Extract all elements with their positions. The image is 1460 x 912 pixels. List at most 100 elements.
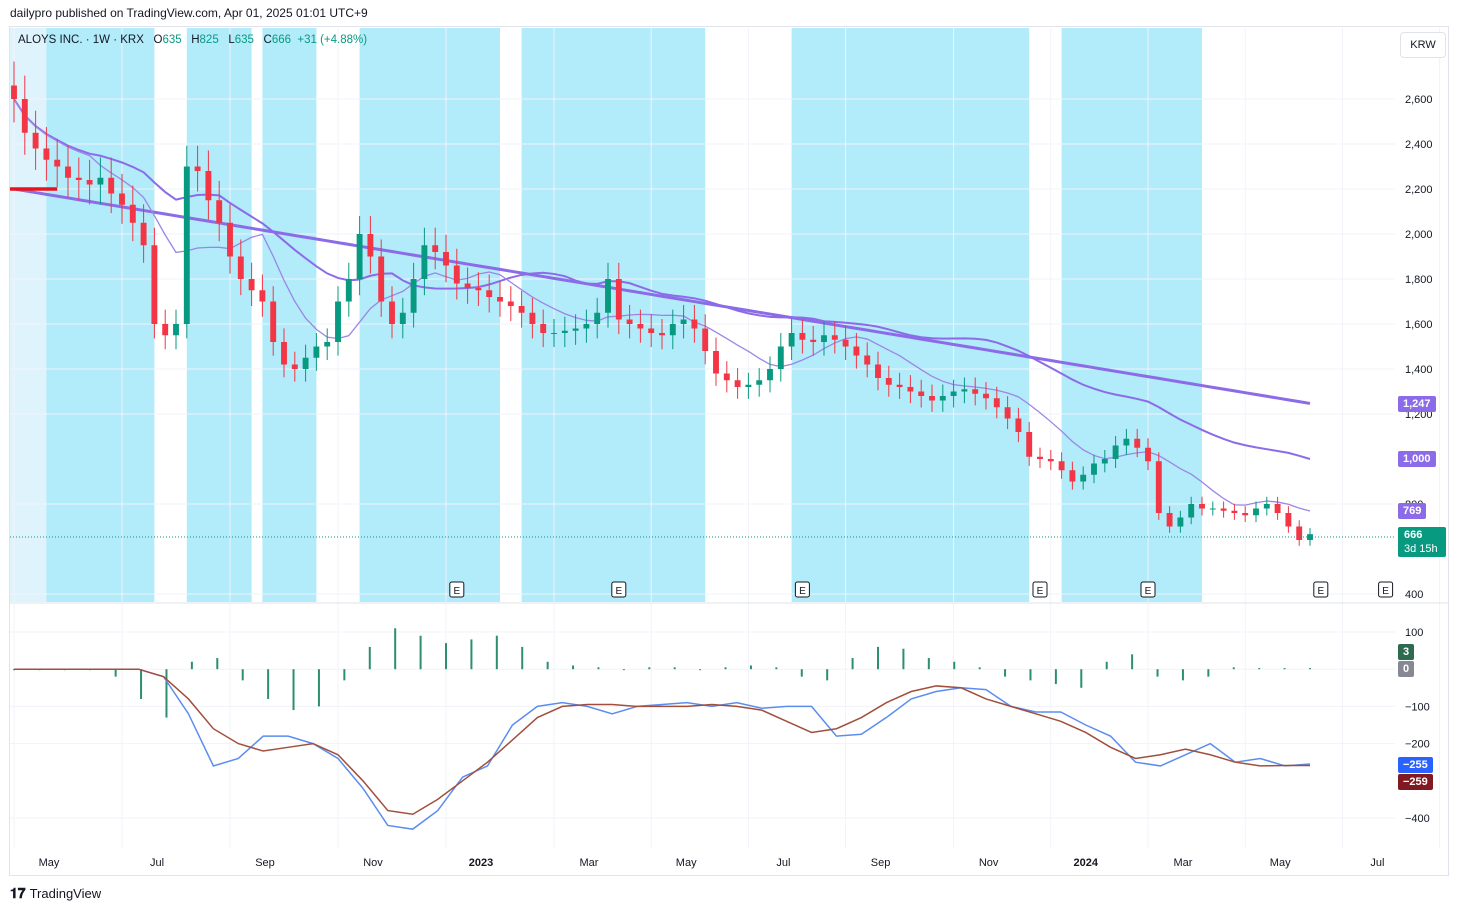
candle-body [1242,513,1249,516]
candle-body [777,346,784,369]
earnings-marker [1140,581,1156,598]
candle-body [702,328,709,351]
legend-open-label: O [153,34,163,46]
candle-body [216,200,223,223]
candle-body [194,166,201,171]
earnings-marker [1378,581,1394,598]
candle-body [691,319,698,329]
candle-body [929,396,935,401]
earnings-marker-label: E [799,586,806,597]
candle-body [367,234,374,257]
candle-body [281,342,287,365]
time-axis-label: Mar [1174,857,1193,869]
macd-histogram-bar [546,661,549,670]
tradingview-logo[interactable]: 𝟏𝟕 TradingView [10,885,101,902]
candle-body [453,265,460,284]
earnings-marker-label: E [1145,586,1152,597]
macd-histogram-bar [241,669,244,681]
candle-body [745,384,752,387]
candle-body [605,279,611,313]
legend-low: 635 [234,34,254,46]
candle-body [540,324,547,333]
legend-high-label: H [191,34,200,46]
candle-body [1209,508,1216,510]
earnings-marker [1032,581,1048,598]
macd-axis-label: 100 [1405,627,1423,639]
macd-histogram-bar [114,669,117,677]
price-axis-label: 2,200 [1405,184,1433,196]
candle-body [140,222,147,246]
candle-body [162,324,169,336]
candle-body [1026,432,1033,457]
macd-histogram-bar [749,665,752,670]
candle-body [885,378,892,385]
candle-body [378,256,385,302]
legend-close-label: C [263,34,272,46]
candle-body [475,288,482,291]
candle-body [248,279,255,291]
price-axis-label: 1,600 [1405,319,1433,331]
candle-body [1058,461,1065,471]
macd-histogram-bar [394,628,397,670]
highlight-band [186,28,252,602]
candle-body [864,355,871,365]
legend-high: 825 [199,34,219,46]
candle-body [302,357,309,369]
candle-body [259,290,266,302]
earnings-marker-label: E [1317,586,1324,597]
candle-body [950,391,957,396]
candle-body [637,324,644,329]
macd-histogram-bar [1004,669,1007,677]
time-axis-label: May [1270,857,1291,869]
candle-body [32,132,39,149]
candle-body [1188,504,1195,518]
candle-body [421,245,428,279]
currency-button[interactable]: KRW [1400,32,1446,58]
ma-short-badge: 769 [1398,503,1427,519]
logo-text: TradingView [29,886,102,901]
price-axis-label: 400 [1405,589,1423,601]
time-axis-label: 2024 [1074,857,1099,869]
highlight-band [359,28,500,602]
candle-body [713,351,719,374]
candle-body [1231,510,1238,513]
chart-frame [9,26,1449,876]
macd-histogram-bar [1283,668,1286,670]
candle-body [1015,418,1022,432]
candle-body [1263,504,1270,509]
candle-body [237,256,244,279]
candle-body [680,319,687,324]
time-axis-label: Nov [979,857,999,869]
highlight-band [791,28,1030,602]
macd-histogram-bar [597,667,600,670]
macd-histogram-bar [1131,654,1134,670]
candle-body [1285,513,1292,527]
macd-histogram-bar [140,669,143,699]
candle-body [119,193,125,205]
candle-body [270,301,277,342]
candle-body [21,99,28,133]
earnings-marker-label: E [1382,586,1389,597]
macd-histogram-bar [1232,667,1235,670]
tradingview-icon: 𝟏𝟕 [10,885,26,901]
time-axis-label: Nov [363,857,383,869]
macd-histogram-bar [572,665,575,670]
candle-body [75,177,82,180]
candle-body [1253,508,1259,516]
candle-body [572,328,579,331]
signal-line [14,668,1310,816]
candle-body [615,279,622,320]
candle-body [486,290,493,297]
price-axis-label: 2,000 [1405,229,1433,241]
macd-histogram-bar [851,658,854,670]
symbol-legend: ALOYS INC. · 1W · KRX O635 H825 L635 C66… [18,34,367,46]
candle-body [918,391,925,396]
candle-body [853,346,860,356]
macd-histogram-bar [216,658,219,670]
macd-histogram-bar [902,648,905,670]
candle-body [1101,459,1108,464]
candle-body [1177,517,1184,527]
candle-body [939,396,946,401]
macd-histogram-bar [470,639,473,670]
